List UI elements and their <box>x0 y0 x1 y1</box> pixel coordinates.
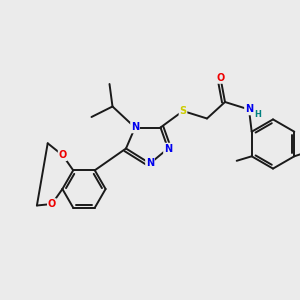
Text: O: O <box>216 73 225 83</box>
Text: N: N <box>164 143 172 154</box>
Text: O: O <box>58 150 67 160</box>
Text: N: N <box>131 122 139 133</box>
Text: S: S <box>179 106 187 116</box>
Text: H: H <box>254 110 261 118</box>
Text: O: O <box>48 199 56 209</box>
Text: N: N <box>245 104 253 115</box>
Text: N: N <box>146 158 154 169</box>
